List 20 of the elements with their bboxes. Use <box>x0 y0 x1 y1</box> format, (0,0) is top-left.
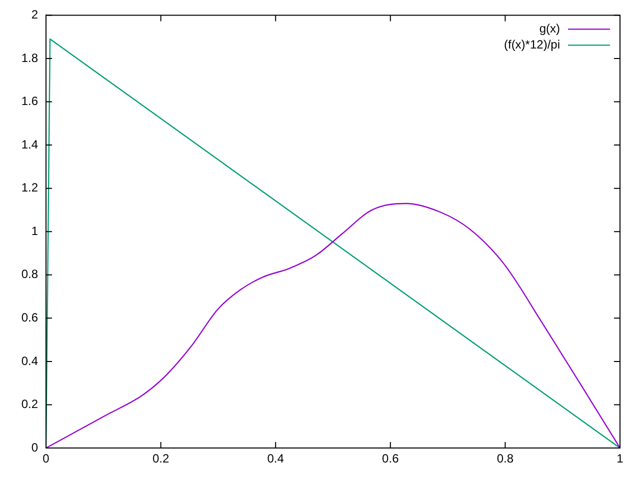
x-tick-label: 0 <box>42 452 50 466</box>
y-tick-label: 0 <box>31 440 38 454</box>
y-tick-label: 1.6 <box>21 94 38 108</box>
legend-label: (f(x)*12)/pi <box>504 38 560 52</box>
y-tick-label: 1.2 <box>21 180 38 195</box>
line-series <box>46 202 620 448</box>
x-tick-label: 1 <box>616 452 624 466</box>
y-tick-label: 0.4 <box>21 354 38 368</box>
x-tick-label: 0.4 <box>267 452 284 466</box>
x-tick-label: 0.2 <box>152 452 170 466</box>
y-tick-label: 0.2 <box>21 397 38 412</box>
legend-label: g(x) <box>539 22 560 36</box>
y-tick-label: 1 <box>31 224 38 238</box>
x-tick-label: 0.8 <box>496 452 514 466</box>
y-tick-label: 0.6 <box>21 310 38 324</box>
x-tick-label: 0.6 <box>382 452 400 466</box>
y-tick-label: 1.4 <box>21 137 38 152</box>
y-tick-label: 2 <box>31 8 38 22</box>
y-tick-label: 0.8 <box>21 267 38 282</box>
y-tick-label: 1.8 <box>21 50 38 65</box>
